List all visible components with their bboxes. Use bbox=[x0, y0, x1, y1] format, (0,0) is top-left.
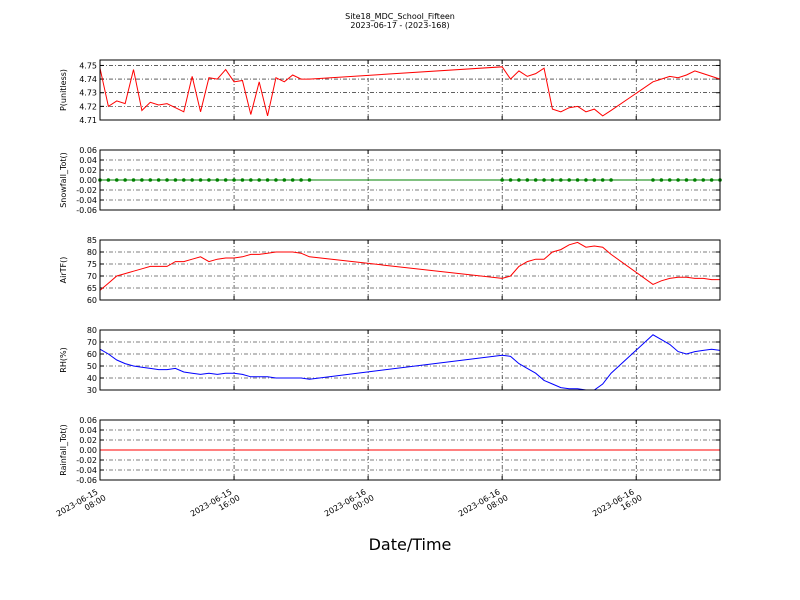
y-tick-label: -0.04 bbox=[76, 466, 97, 475]
data-point bbox=[533, 178, 538, 182]
data-point bbox=[106, 178, 111, 182]
data-point bbox=[667, 178, 672, 182]
data-point bbox=[307, 178, 312, 182]
y-tick-label: 0.04 bbox=[79, 156, 97, 165]
data-point bbox=[684, 178, 689, 182]
data-point bbox=[123, 178, 127, 182]
x-axis-label: Date/Time bbox=[369, 535, 452, 554]
y-tick-label: 0.00 bbox=[79, 446, 97, 455]
y-tick-label: 70 bbox=[87, 338, 97, 347]
data-point bbox=[500, 178, 504, 182]
y-axis-label: AirTF() bbox=[59, 257, 68, 284]
data-point bbox=[232, 178, 236, 182]
data-point bbox=[542, 178, 546, 182]
data-point bbox=[114, 178, 119, 182]
y-tick-label: 4.73 bbox=[79, 89, 97, 98]
data-point bbox=[567, 178, 571, 182]
y-tick-label: 60 bbox=[87, 296, 97, 305]
data-point bbox=[190, 178, 194, 182]
data-point bbox=[525, 178, 530, 182]
y-tick-label: 30 bbox=[87, 386, 97, 395]
y-axis-label: RH(%) bbox=[59, 347, 68, 372]
data-point bbox=[600, 178, 605, 182]
y-tick-label: 4.71 bbox=[79, 116, 97, 125]
data-line bbox=[99, 66, 721, 117]
data-line bbox=[99, 241, 720, 291]
y-tick-label: -0.02 bbox=[76, 456, 97, 465]
chart-subtitle: 2023-06-17 - (2023-168) bbox=[350, 21, 449, 30]
y-tick-label: 0.04 bbox=[79, 426, 97, 435]
data-point bbox=[592, 178, 597, 182]
plot-frame bbox=[99, 239, 721, 301]
y-tick-label: 85 bbox=[87, 236, 97, 245]
plot-frame bbox=[99, 59, 721, 121]
data-point bbox=[584, 178, 588, 182]
data-point bbox=[215, 178, 220, 182]
data-point bbox=[676, 178, 680, 182]
y-tick-label: 0.02 bbox=[79, 166, 97, 175]
y-tick-label: 80 bbox=[87, 248, 97, 257]
data-point bbox=[148, 178, 153, 182]
y-tick-label: -0.06 bbox=[76, 206, 97, 215]
data-point bbox=[659, 178, 664, 182]
data-point bbox=[265, 178, 270, 182]
data-point bbox=[609, 178, 613, 182]
data-point bbox=[181, 178, 186, 182]
y-tick-label: 4.75 bbox=[79, 61, 97, 70]
data-point bbox=[701, 178, 706, 182]
data-point bbox=[274, 178, 278, 182]
data-point bbox=[131, 178, 136, 182]
data-point bbox=[575, 178, 580, 182]
y-tick-label: -0.06 bbox=[76, 476, 97, 485]
y-tick-label: 50 bbox=[87, 362, 97, 371]
plot-frame bbox=[99, 149, 721, 211]
y-tick-label: -0.04 bbox=[76, 196, 97, 205]
data-point bbox=[508, 178, 513, 182]
y-tick-label: 0.02 bbox=[79, 436, 97, 445]
data-point bbox=[173, 178, 178, 182]
data-line bbox=[99, 334, 721, 391]
y-tick-label: 40 bbox=[87, 374, 97, 383]
y-tick-label: 4.72 bbox=[79, 102, 97, 111]
data-point bbox=[223, 178, 228, 182]
y-tick-label: 80 bbox=[87, 326, 97, 335]
plot-frame bbox=[99, 419, 721, 481]
data-point bbox=[140, 178, 144, 182]
y-axis-label: P(unitless) bbox=[59, 69, 68, 111]
data-point bbox=[249, 178, 253, 182]
data-point bbox=[693, 178, 697, 182]
data-point bbox=[299, 178, 303, 182]
y-axis-label: Snowfall_Tot() bbox=[59, 152, 68, 208]
data-point bbox=[240, 178, 245, 182]
y-tick-label: 0.00 bbox=[79, 176, 97, 185]
y-tick-label: 60 bbox=[87, 350, 97, 359]
y-axis-label: Rainfall_Tot() bbox=[59, 424, 68, 476]
y-tick-label: 70 bbox=[87, 272, 97, 281]
y-tick-label: 4.74 bbox=[79, 75, 97, 84]
data-point bbox=[517, 178, 521, 182]
data-point bbox=[290, 178, 295, 182]
data-point bbox=[550, 178, 555, 182]
data-point bbox=[207, 178, 211, 182]
data-point bbox=[709, 178, 714, 182]
data-point bbox=[559, 178, 563, 182]
data-point bbox=[282, 178, 287, 182]
y-tick-label: 75 bbox=[87, 260, 97, 269]
y-tick-label: 0.06 bbox=[79, 146, 97, 155]
y-tick-label: 65 bbox=[87, 284, 97, 293]
data-point bbox=[651, 178, 655, 182]
data-point bbox=[156, 178, 161, 182]
data-point bbox=[198, 178, 203, 182]
data-point bbox=[165, 178, 169, 182]
data-point bbox=[257, 178, 261, 182]
chart-title: Site18_MDC_School_Fifteen bbox=[345, 12, 455, 21]
y-tick-label: 0.06 bbox=[79, 416, 97, 425]
plot-frame bbox=[99, 329, 721, 391]
y-tick-label: -0.02 bbox=[76, 186, 97, 195]
